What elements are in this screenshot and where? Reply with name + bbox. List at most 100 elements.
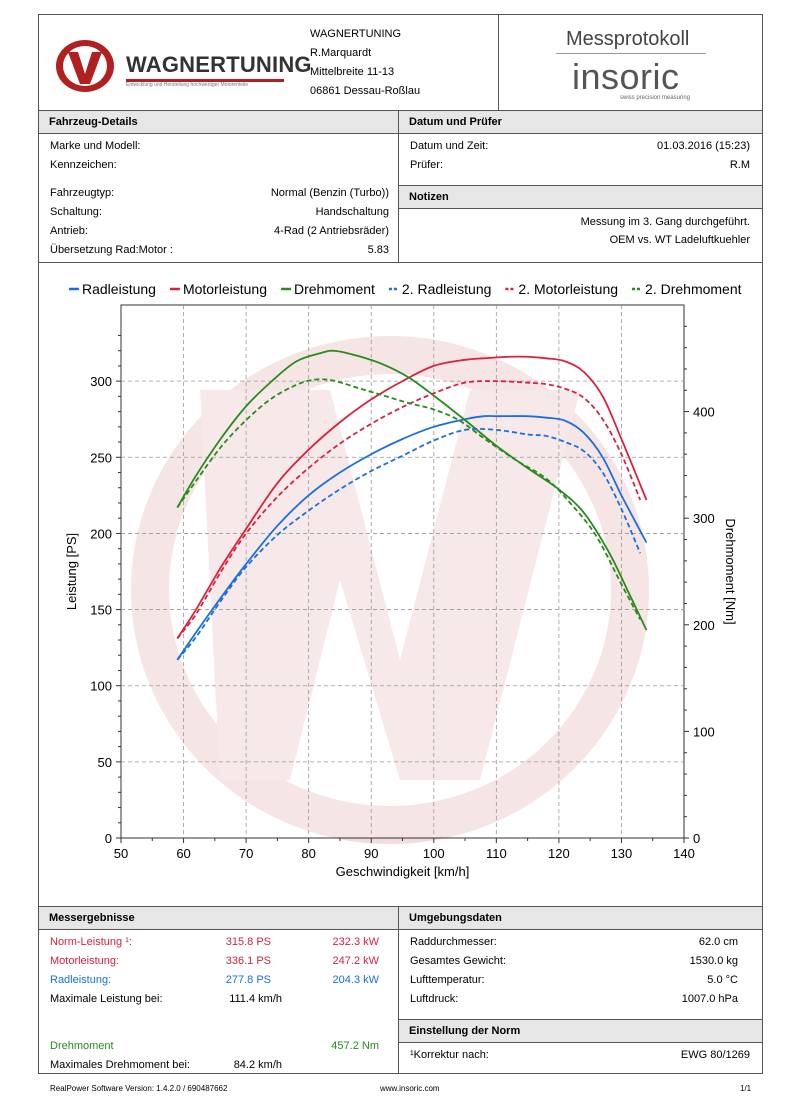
max-torque-value: 84.2 km/h: [233, 1059, 282, 1071]
env-value: 5.0 °C: [707, 974, 738, 986]
x-tick-label: 90: [364, 846, 378, 861]
vehicle-value: 5.83: [367, 244, 389, 256]
result-label: Motorleistung:: [50, 955, 120, 967]
y-tick-label: 300: [90, 374, 112, 389]
legend-label: Motorleistung: [183, 281, 267, 297]
max-torque-label: Maximales Drehmoment bei:: [50, 1059, 190, 1071]
result-label: Radleistung:: [50, 974, 112, 986]
env-label: Luftdruck:: [410, 993, 459, 1005]
footer-page: 1/1: [740, 1084, 752, 1093]
footer-software: RealPower Software Version: 1.4.2.0 / 69…: [50, 1084, 228, 1093]
company-contact: R.Marquardt: [310, 47, 372, 59]
legend-label: Radleistung: [82, 281, 156, 297]
y-tick-label: 100: [90, 679, 112, 694]
vehicle-section-header: Fahrzeug-Details: [39, 110, 398, 134]
x-tick-label: 120: [548, 846, 570, 861]
date-value: 01.03.2016 (15:23): [657, 140, 750, 152]
results-section-header: Messergebnisse: [39, 906, 398, 930]
result-kw: 232.3 kW: [332, 936, 379, 948]
plot-area: [120, 304, 685, 839]
company-name: WAGNERTUNING: [310, 28, 402, 40]
date-label: Datum und Zeit:: [410, 140, 489, 152]
y2-tick-label: 200: [693, 618, 715, 633]
series-line: [176, 355, 648, 639]
vehicle-label: Übersetzung Rad:Motor :: [50, 244, 173, 256]
norm-label: ¹Korrektur nach:: [410, 1049, 489, 1061]
x-tick-label: 100: [423, 846, 445, 861]
series-line: [176, 415, 648, 661]
env-value: 1007.0 hPa: [681, 993, 738, 1005]
tester-label: Prüfer:: [410, 159, 444, 171]
env-label: Lufttemperatur:: [410, 974, 485, 986]
vehicle-label: Fahrzeugtyp:: [50, 187, 115, 199]
legend-label: 2. Radleistung: [402, 281, 492, 297]
torque-value: 457.2 Nm: [331, 1040, 379, 1052]
y2-tick-label: 300: [693, 511, 715, 526]
result-ps: 315.8 PS: [225, 936, 271, 948]
insoric-tagline: swiss precision measuring: [620, 95, 691, 101]
series-line: [176, 349, 648, 631]
y-tick-label: 200: [90, 526, 112, 541]
company-street: Mittelbreite 11-13: [310, 66, 395, 78]
result-kw: 204.3 kW: [332, 974, 379, 986]
report-frame: [38, 14, 763, 1074]
x-tick-label: 140: [673, 846, 695, 861]
result-label: Norm-Leistung ¹:: [50, 936, 132, 948]
vehicle-value: Normal (Benzin (Turbo)): [270, 187, 389, 199]
y2-tick-label: 0: [693, 831, 700, 846]
vehicle-value: 4-Rad (2 Antriebsräder): [274, 225, 389, 237]
x-tick-label: 60: [176, 846, 190, 861]
x-tick-label: 110: [486, 846, 507, 861]
notes-line: Messung im 3. Gang durchgeführt.: [580, 216, 750, 228]
result-ps: 277.8 PS: [225, 974, 271, 986]
norm-section-header: Einstellung der Norm: [399, 1019, 762, 1043]
company-city: 06861 Dessau-Roßlau: [310, 85, 421, 97]
legend-label: 2. Motorleistung: [518, 281, 618, 297]
notes-line: OEM vs. WT Ladeluftkuehler: [609, 234, 750, 246]
env-value: 62.0 cm: [698, 936, 738, 948]
power-torque-chart: 50 60 70 80 90 100 110 120 130 140050100150200250…: [64, 281, 742, 879]
max-power-value: 111.4 km/h: [229, 993, 282, 1005]
logo-wordmark: WAGNERTUNING: [126, 52, 312, 77]
x-tick-label: 70: [239, 846, 253, 861]
series-line: [176, 380, 642, 640]
x-tick-label: 50: [114, 846, 128, 861]
max-power-label: Maximale Leistung bei:: [50, 993, 163, 1005]
env-value: 1530.0 kg: [689, 955, 738, 967]
torque-label: Drehmoment: [50, 1040, 114, 1052]
vehicle-label: Marke und Modell:: [50, 140, 141, 152]
insoric-logo: insoric: [572, 56, 680, 97]
vehicle-label: Antrieb:: [50, 225, 88, 237]
environment-section-header: Umgebungsdaten: [399, 906, 762, 930]
logo-underline: [126, 79, 284, 82]
y2-axis-label: Drehmoment [Nm]: [723, 518, 738, 624]
y2-tick-label: 100: [693, 724, 715, 739]
legend-label: Drehmoment: [294, 281, 375, 297]
y2-tick-label: 400: [693, 405, 715, 420]
y-axis-label: Leistung [PS]: [64, 533, 79, 610]
series-line: [176, 378, 642, 620]
date-section-header: Datum und Prüfer: [399, 110, 762, 134]
result-kw: 247.2 kW: [332, 955, 379, 967]
norm-value: EWG 80/1269: [680, 1049, 750, 1061]
notes-section-header: Notizen: [399, 185, 762, 209]
vehicle-label: Schaltung:: [50, 206, 102, 218]
x-tick-label: 80: [301, 846, 315, 861]
logo-tagline: Entwicklung und Herstellung hochwertiger…: [126, 82, 249, 88]
legend-label: 2. Drehmoment: [645, 281, 742, 297]
vehicle-value: Handschaltung: [315, 206, 389, 218]
x-axis-label: Geschwindigkeit [km/h]: [336, 864, 470, 879]
doc-title: Messprotokoll: [566, 28, 690, 50]
vehicle-label: Kennzeichen:: [50, 159, 117, 171]
watermark-logo: [131, 336, 649, 844]
y-tick-label: 50: [98, 755, 112, 770]
env-label: Gesamtes Gewicht:: [410, 955, 506, 967]
tester-value: R.M: [729, 159, 750, 171]
wagnertuning-logo-icon: [56, 40, 114, 92]
y-tick-label: 250: [90, 450, 112, 465]
series-line: [176, 427, 642, 661]
footer-url[interactable]: www.insoric.com: [380, 1084, 440, 1093]
env-label: Raddurchmesser:: [410, 936, 497, 948]
y-tick-label: 0: [105, 831, 112, 846]
y-tick-label: 150: [90, 603, 112, 618]
